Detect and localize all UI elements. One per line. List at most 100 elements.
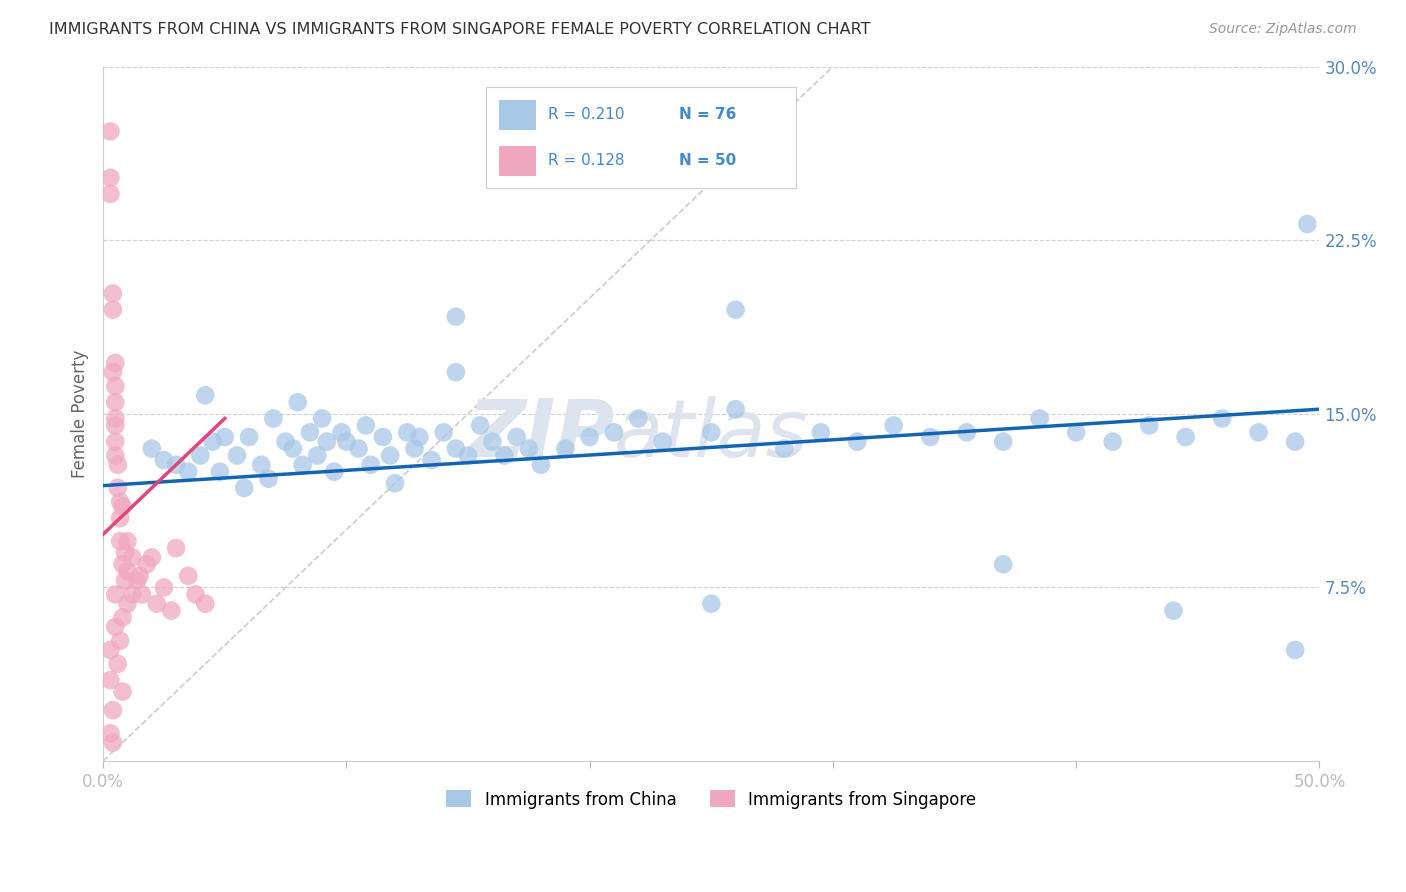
Point bbox=[1284, 643, 1306, 657]
Point bbox=[1137, 418, 1160, 433]
Point bbox=[100, 124, 122, 138]
Point bbox=[335, 434, 357, 449]
Point bbox=[517, 442, 540, 456]
Point bbox=[165, 541, 187, 555]
Point bbox=[316, 434, 339, 449]
Point bbox=[101, 735, 124, 749]
Point bbox=[117, 564, 139, 578]
Point bbox=[554, 442, 576, 456]
Point bbox=[141, 442, 163, 456]
Point bbox=[101, 365, 124, 379]
Point bbox=[578, 430, 600, 444]
Text: ZIP: ZIP bbox=[467, 396, 614, 474]
Point bbox=[262, 411, 284, 425]
Point bbox=[141, 550, 163, 565]
Point bbox=[117, 534, 139, 549]
Point bbox=[420, 453, 443, 467]
Point bbox=[107, 458, 129, 472]
Point bbox=[107, 657, 129, 671]
Point bbox=[444, 442, 467, 456]
Point bbox=[578, 124, 600, 138]
Point bbox=[104, 379, 127, 393]
Point bbox=[457, 449, 479, 463]
Point bbox=[1163, 604, 1185, 618]
Point bbox=[505, 430, 527, 444]
Point bbox=[104, 418, 127, 433]
Point bbox=[104, 395, 127, 409]
Point bbox=[177, 569, 200, 583]
Point bbox=[100, 170, 122, 185]
Point bbox=[470, 418, 492, 433]
Point bbox=[846, 434, 869, 449]
Point bbox=[238, 430, 260, 444]
Point bbox=[111, 610, 134, 624]
Point bbox=[104, 434, 127, 449]
Point bbox=[114, 574, 136, 588]
Point bbox=[194, 388, 217, 402]
Point bbox=[135, 558, 157, 572]
Point bbox=[165, 458, 187, 472]
Point bbox=[444, 365, 467, 379]
Point bbox=[307, 449, 329, 463]
Point bbox=[111, 500, 134, 514]
Point bbox=[226, 449, 249, 463]
Point bbox=[121, 587, 143, 601]
Point bbox=[111, 558, 134, 572]
Y-axis label: Female Poverty: Female Poverty bbox=[72, 350, 89, 478]
Point bbox=[1284, 434, 1306, 449]
Point bbox=[773, 442, 796, 456]
Point bbox=[108, 511, 131, 525]
Point bbox=[107, 481, 129, 495]
Point bbox=[380, 449, 402, 463]
Point bbox=[257, 472, 280, 486]
Point bbox=[1174, 430, 1197, 444]
Point bbox=[131, 587, 153, 601]
Point bbox=[993, 558, 1015, 572]
Point bbox=[311, 411, 333, 425]
Point bbox=[104, 356, 127, 370]
Point bbox=[214, 430, 236, 444]
Point bbox=[1211, 411, 1233, 425]
Point bbox=[145, 597, 167, 611]
Legend: Immigrants from China, Immigrants from Singapore: Immigrants from China, Immigrants from S… bbox=[440, 784, 983, 815]
Point bbox=[104, 411, 127, 425]
Point bbox=[956, 425, 979, 440]
Point bbox=[208, 465, 231, 479]
Point bbox=[651, 434, 673, 449]
Point bbox=[354, 418, 377, 433]
Point bbox=[101, 703, 124, 717]
Point bbox=[281, 442, 304, 456]
Point bbox=[101, 286, 124, 301]
Point bbox=[287, 395, 309, 409]
Point bbox=[371, 430, 394, 444]
Point bbox=[108, 495, 131, 509]
Point bbox=[724, 402, 747, 417]
Point bbox=[330, 425, 353, 440]
Point bbox=[104, 449, 127, 463]
Point bbox=[274, 434, 297, 449]
Point bbox=[128, 569, 150, 583]
Point bbox=[298, 425, 321, 440]
Point bbox=[920, 430, 942, 444]
Point bbox=[724, 302, 747, 317]
Point bbox=[184, 587, 207, 601]
Point bbox=[433, 425, 456, 440]
Point bbox=[360, 458, 382, 472]
Text: atlas: atlas bbox=[614, 396, 808, 474]
Point bbox=[104, 620, 127, 634]
Point bbox=[993, 434, 1015, 449]
Point bbox=[323, 465, 346, 479]
Point bbox=[111, 684, 134, 698]
Point bbox=[1064, 425, 1087, 440]
Point bbox=[127, 574, 149, 588]
Point bbox=[121, 550, 143, 565]
Point bbox=[153, 581, 176, 595]
Point bbox=[190, 449, 212, 463]
Point bbox=[810, 425, 832, 440]
Point bbox=[100, 726, 122, 740]
Point bbox=[627, 411, 650, 425]
Point bbox=[233, 481, 256, 495]
Point bbox=[100, 643, 122, 657]
Point bbox=[700, 597, 723, 611]
Point bbox=[1028, 411, 1050, 425]
